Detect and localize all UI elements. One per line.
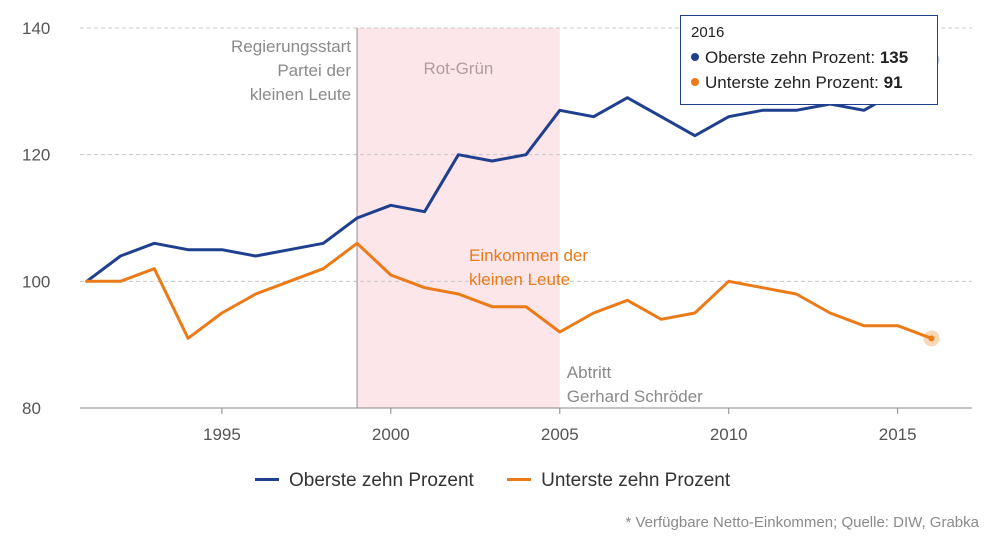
tooltip-top-value: 135 — [879, 48, 909, 67]
source-note: * Verfügbare Netto-Einkommen; Quelle: DI… — [625, 514, 980, 531]
x-tick-label-2015: 2015 — [879, 425, 917, 444]
annotation-regierungsstart-line-1: Regierungsstart — [231, 37, 351, 56]
tooltip-row-top: Oberste zehn Prozent: 135 — [691, 45, 927, 70]
legend-bottom-label: Unterste zehn Prozent — [541, 470, 731, 491]
tooltip-bottom-label: Unterste zehn Prozent: — [705, 73, 879, 92]
tooltip-year: 2016 — [691, 24, 725, 41]
tooltip-2016: 2016 Oberste zehn Prozent: 135 Unterste … — [680, 15, 938, 105]
legend-top-label: Oberste zehn Prozent — [289, 470, 474, 491]
series-line-oberste-zehn-prozent — [85, 58, 933, 283]
tooltip-top-label: Oberste zehn Prozent: — [705, 48, 876, 67]
x-tick-label-1995: 1995 — [203, 425, 241, 444]
tooltip-bottom-dot-icon — [691, 77, 699, 86]
y-tick-label-80: 80 — [22, 399, 41, 418]
annotation-abtritt-line-2: Gerhard Schröder — [567, 387, 703, 406]
annotation-einkommen-line-2: kleinen Leute — [469, 270, 570, 289]
legend: Oberste zehn Prozent Unterste zehn Proze… — [255, 470, 758, 492]
y-tick-label-100: 100 — [22, 272, 50, 291]
tooltip-row-bottom: Unterste zehn Prozent: 91 — [691, 70, 927, 95]
annotation-regierungsstart-line-3: kleinen Leute — [250, 85, 351, 104]
x-tick-label-2005: 2005 — [541, 425, 579, 444]
rot-gruen-label: Rot-Grün — [423, 59, 493, 78]
series-line-unterste-zehn-prozent — [85, 241, 933, 340]
tooltip-bottom-value: 91 — [883, 73, 903, 92]
y-tick-label-120: 120 — [22, 146, 50, 165]
legend-item-top[interactable]: Oberste zehn Prozent — [255, 470, 474, 492]
highlight-point-unterste-zehn-prozent — [928, 335, 935, 342]
annotation-einkommen-line-1: Einkommen der — [469, 246, 588, 265]
rot-gruen-shaded-region — [357, 28, 560, 408]
x-tick-label-2010: 2010 — [710, 425, 748, 444]
annotation-regierungsstart-line-2: Partei der — [277, 61, 351, 80]
x-tick-label-2000: 2000 — [372, 425, 410, 444]
y-tick-label-140: 140 — [22, 19, 50, 38]
annotation-abtritt-line-1: Abtritt — [567, 363, 612, 382]
legend-bottom-swatch-icon — [507, 478, 532, 482]
tooltip-top-dot-icon — [691, 52, 699, 61]
legend-item-bottom[interactable]: Unterste zehn Prozent — [507, 470, 730, 492]
legend-top-swatch-icon — [255, 478, 279, 482]
